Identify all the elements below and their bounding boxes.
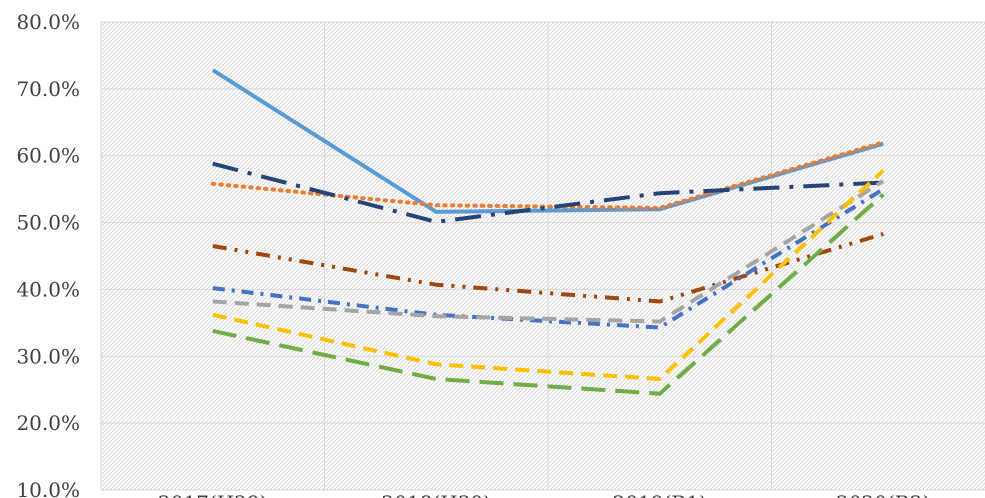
x-tick-label: 2019(R1) xyxy=(613,491,707,498)
x-tick-label: 2018(H30) xyxy=(382,491,491,498)
y-axis-tick-labels: 10.0% 20.0% 30.0% 40.0% 50.0% 60.0% 70.0% 80.0% xyxy=(16,10,80,498)
x-tick-label: 2017(H29) xyxy=(158,491,267,498)
x-tick-label: 2020(R2) xyxy=(836,491,930,498)
plot-area xyxy=(101,22,985,490)
y-tick-label: 20.0% xyxy=(16,411,80,435)
x-axis-tick-labels: 2017(H29) 2018(H30) 2019(R1) 2020(R2) xyxy=(158,491,930,498)
y-tick-label: 40.0% xyxy=(16,277,80,301)
y-tick-label: 30.0% xyxy=(16,344,80,368)
y-tick-label: 80.0% xyxy=(16,10,80,34)
y-tick-label: 60.0% xyxy=(16,144,80,168)
y-tick-label: 10.0% xyxy=(16,478,80,498)
y-tick-label: 50.0% xyxy=(16,211,80,235)
plot-background xyxy=(101,22,985,490)
y-tick-label: 70.0% xyxy=(16,77,80,101)
